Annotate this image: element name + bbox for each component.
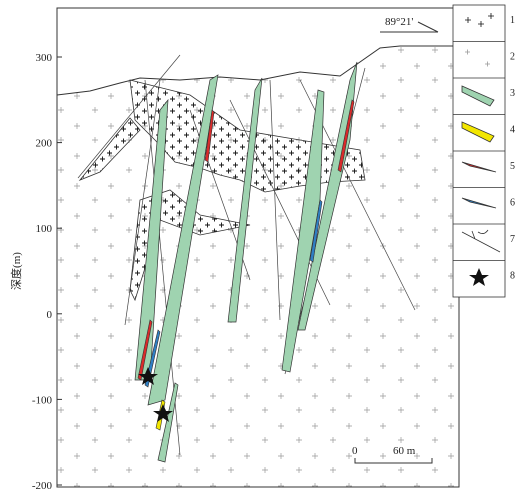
axis-label: 深度(m) — [9, 252, 23, 290]
legend-number: 4 — [510, 125, 515, 136]
tick-label: 300 — [36, 52, 53, 64]
legend-number: 3 — [510, 88, 515, 99]
scale-start: 0 — [352, 445, 358, 457]
depth-axis: 深度(m) 300 200 100 0 -100 -200 — [9, 52, 62, 492]
tick-label: 200 — [36, 138, 53, 150]
legend-number: 2 — [510, 52, 515, 63]
scale-end: 60 m — [393, 445, 416, 457]
tick-label: 0 — [47, 309, 53, 321]
orientation-label: 89°21' — [385, 16, 413, 28]
tick-label: -100 — [32, 394, 53, 406]
section-frame — [56, 7, 460, 488]
legend-number: 5 — [510, 161, 515, 172]
tick-label: 100 — [36, 223, 53, 235]
legend-number: 7 — [510, 234, 515, 245]
orientation: 89°21' — [380, 16, 439, 33]
legend-number: 8 — [510, 271, 515, 282]
legend-number: 6 — [510, 198, 515, 209]
tick-label: -200 — [32, 480, 53, 492]
legend: 1 2 3 4 5 6 7 8 — [452, 4, 515, 298]
legend-number: 1 — [510, 15, 515, 26]
scale-bar: 0 60 m — [352, 445, 433, 464]
